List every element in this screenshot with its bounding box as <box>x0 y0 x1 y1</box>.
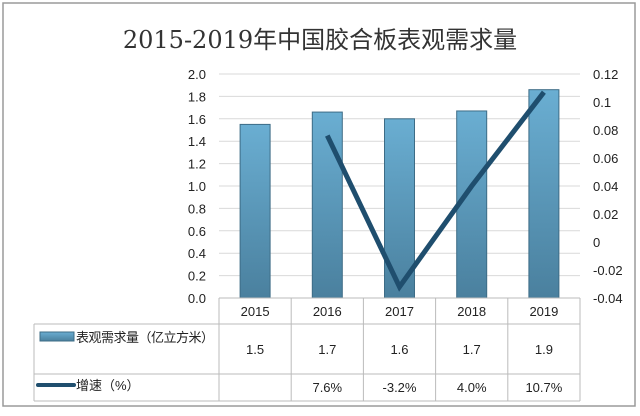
bar-legend-key <box>40 332 74 341</box>
y-left-tick-label: 1.2 <box>188 157 206 172</box>
line-series-name: 增速（%） <box>76 378 140 393</box>
bar-value-cell: 1.5 <box>246 342 264 357</box>
bar-2015 <box>240 124 270 298</box>
bar-value-cell: 1.7 <box>318 342 336 357</box>
bar-2019 <box>529 90 559 298</box>
y-left-tick-label: 1.0 <box>188 179 206 194</box>
y-right-tick-label: 0.02 <box>593 207 618 222</box>
growth-value-cell: 7.6% <box>312 380 342 395</box>
y-left-tick-label: 0.0 <box>188 291 206 306</box>
y-left-tick-label: 1.8 <box>188 89 206 104</box>
y-left-tick-label: 1.4 <box>188 134 206 149</box>
bar-value-cell: 1.6 <box>390 342 408 357</box>
y-right-tick-label: -0.02 <box>593 263 623 278</box>
bar-series-name: 表观需求量（亿立方米） <box>76 330 214 345</box>
bar-value-cell: 1.9 <box>535 342 553 357</box>
y-right-tick-label: 0 <box>593 235 600 250</box>
x-category-label: 2017 <box>385 304 414 319</box>
bar-value-cell: 1.7 <box>463 342 481 357</box>
y-left-tick-label: 0.2 <box>188 269 206 284</box>
y-right-tick-label: 0.08 <box>593 123 618 138</box>
growth-value-cell: 10.7% <box>525 380 562 395</box>
x-category-label: 2018 <box>457 304 486 319</box>
y-right-tick-label: 0.04 <box>593 179 618 194</box>
y-left-tick-label: 1.6 <box>188 112 206 127</box>
growth-value-cell: -3.2% <box>383 380 417 395</box>
chart-title: 2015-2019年中国胶合板表观需求量 <box>123 26 517 54</box>
y-left-tick-label: 0.6 <box>188 224 206 239</box>
y-right-tick-label: 0.06 <box>593 151 618 166</box>
y-right-tick-label: 0.12 <box>593 67 618 82</box>
x-category-label: 2019 <box>529 304 558 319</box>
y-right-tick-label: -0.04 <box>593 291 623 306</box>
x-category-label: 2016 <box>313 304 342 319</box>
x-category-label: 2015 <box>241 304 270 319</box>
y-left-tick-label: 0.4 <box>188 246 206 261</box>
y-left-tick-label: 2.0 <box>188 67 206 82</box>
y-left-tick-label: 0.8 <box>188 201 206 216</box>
growth-value-cell: 4.0% <box>457 380 487 395</box>
y-right-tick-label: 0.1 <box>593 95 611 110</box>
